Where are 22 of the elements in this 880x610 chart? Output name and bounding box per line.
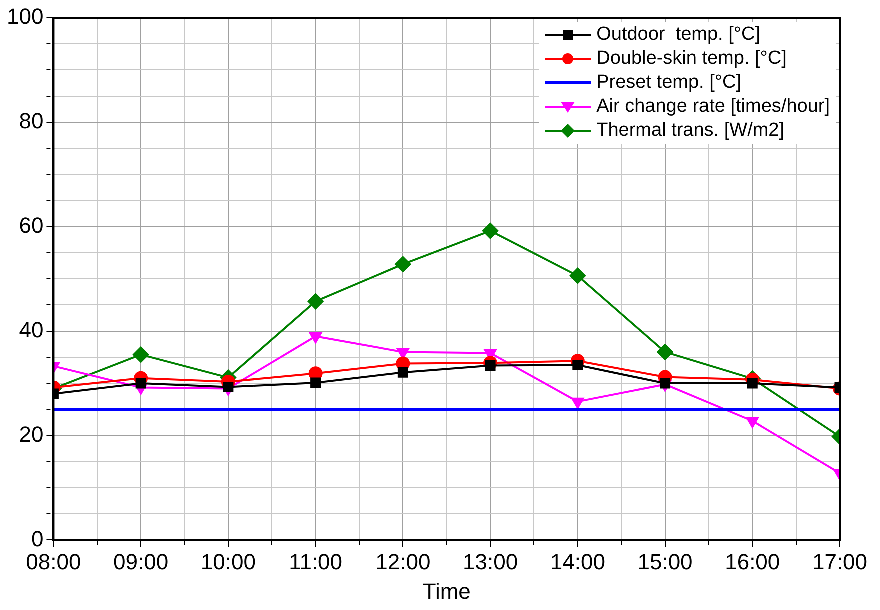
x-tick-label: 09:00 [114,549,169,574]
y-tick-label: 100 [6,4,44,30]
x-tick-label: 14:00 [550,549,606,574]
y-tick-label: 60 [19,212,44,238]
legend-label: Preset temp. [°C] [596,72,742,94]
x-tick-label: 10:00 [200,549,256,574]
x-tick-label: 17:00 [812,549,868,574]
y-tick-label: 20 [19,422,44,447]
legend-label: Thermal trans. [W/m2] [596,120,785,142]
x-tick-label: 08:00 [26,549,82,574]
legend-label: Outdoor temp. [°C] [596,24,760,46]
x-axis-title: Time [422,578,471,604]
x-tick-label: 12:00 [376,549,431,574]
y-tick-label: 0 [31,526,44,552]
x-tick-label: 16:00 [725,549,780,574]
x-tick-label: 15:00 [638,549,693,574]
legend-label: Air change rate [times/hour] [596,96,830,118]
y-tick-label: 40 [19,317,44,342]
legend-label: Double-skin temp. [°C] [596,48,787,70]
x-tick-label: 13:00 [463,549,518,574]
x-tick-label: 11:00 [289,549,343,574]
y-tick-label: 80 [19,108,44,134]
